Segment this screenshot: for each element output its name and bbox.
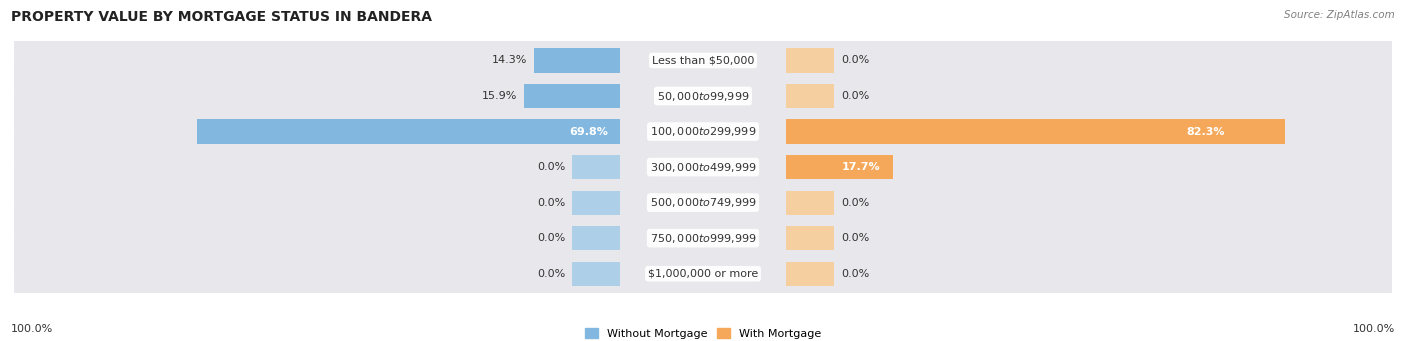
Text: $1,000,000 or more: $1,000,000 or more (648, 269, 758, 279)
Bar (572, 155, 620, 179)
Bar (786, 226, 834, 250)
Text: PROPERTY VALUE BY MORTGAGE STATUS IN BANDERA: PROPERTY VALUE BY MORTGAGE STATUS IN BAN… (11, 10, 432, 24)
Bar (572, 226, 620, 250)
Bar (572, 262, 620, 286)
FancyBboxPatch shape (14, 168, 1392, 237)
Text: 14.3%: 14.3% (491, 56, 527, 65)
Bar (197, 119, 620, 144)
Text: 0.0%: 0.0% (841, 198, 869, 208)
FancyBboxPatch shape (14, 26, 1392, 95)
Text: $300,000 to $499,999: $300,000 to $499,999 (650, 161, 756, 174)
Text: 0.0%: 0.0% (841, 233, 869, 243)
Text: $100,000 to $299,999: $100,000 to $299,999 (650, 125, 756, 138)
Text: 0.0%: 0.0% (537, 162, 565, 172)
Bar (524, 84, 620, 108)
Text: $500,000 to $749,999: $500,000 to $749,999 (650, 196, 756, 209)
Text: 0.0%: 0.0% (841, 56, 869, 65)
Bar (786, 48, 834, 73)
Text: 15.9%: 15.9% (482, 91, 517, 101)
Text: 0.0%: 0.0% (537, 233, 565, 243)
Bar (786, 191, 834, 215)
Text: 100.0%: 100.0% (11, 324, 53, 334)
Bar (786, 262, 834, 286)
Text: Source: ZipAtlas.com: Source: ZipAtlas.com (1284, 10, 1395, 20)
FancyBboxPatch shape (14, 97, 1392, 166)
Text: $750,000 to $999,999: $750,000 to $999,999 (650, 232, 756, 245)
FancyBboxPatch shape (14, 239, 1392, 308)
Text: 17.7%: 17.7% (841, 162, 880, 172)
Text: 0.0%: 0.0% (841, 91, 869, 101)
FancyBboxPatch shape (14, 204, 1392, 273)
Text: Less than $50,000: Less than $50,000 (652, 56, 754, 65)
Text: 0.0%: 0.0% (537, 198, 565, 208)
Text: 0.0%: 0.0% (537, 269, 565, 279)
Bar (786, 84, 834, 108)
Bar (572, 191, 620, 215)
FancyBboxPatch shape (14, 133, 1392, 202)
Text: 0.0%: 0.0% (841, 269, 869, 279)
Text: $50,000 to $99,999: $50,000 to $99,999 (657, 89, 749, 103)
Text: 69.8%: 69.8% (569, 127, 609, 136)
Bar (534, 48, 620, 73)
Text: 82.3%: 82.3% (1187, 127, 1225, 136)
Bar (786, 155, 893, 179)
FancyBboxPatch shape (14, 61, 1392, 131)
Legend: Without Mortgage, With Mortgage: Without Mortgage, With Mortgage (581, 324, 825, 341)
Bar (786, 119, 1285, 144)
Text: 100.0%: 100.0% (1353, 324, 1395, 334)
